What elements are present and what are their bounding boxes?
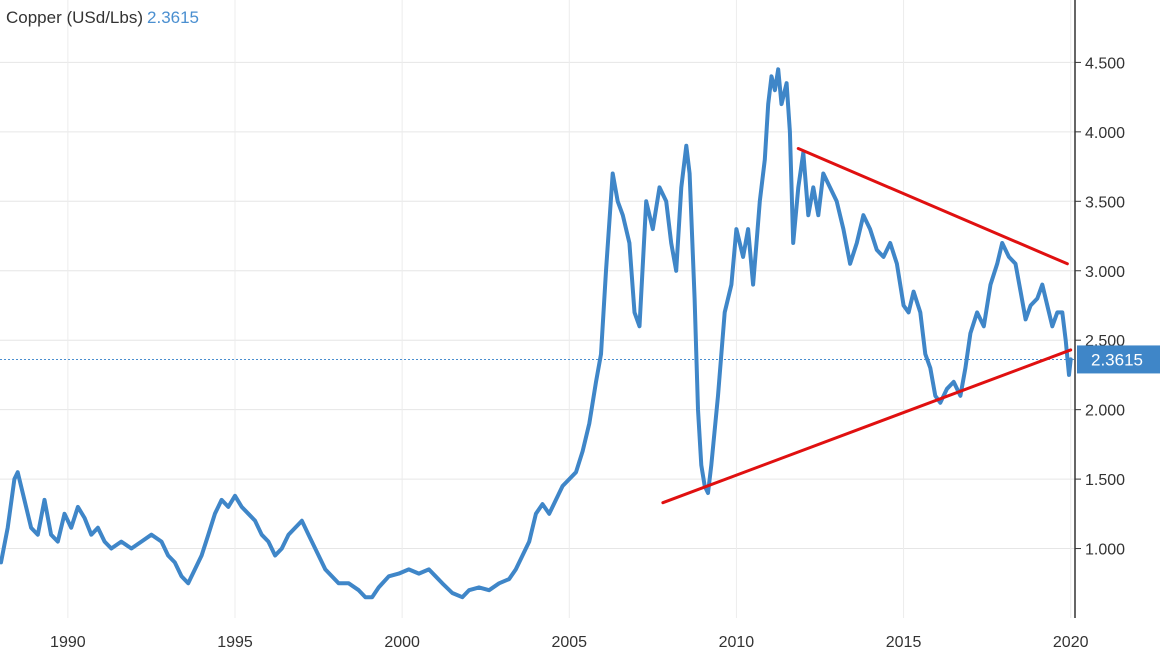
trendline [661, 348, 1073, 505]
x-grid-lines [67, 0, 1072, 618]
y-tick-label: 3.500 [1085, 194, 1125, 211]
y-tick-label: 4.500 [1085, 55, 1125, 72]
x-tick-label: 2020 [1053, 634, 1089, 651]
last-value-badge-background [1077, 345, 1160, 374]
y-tick-label: 1.000 [1085, 542, 1125, 559]
y-tick-label: 3.000 [1085, 264, 1125, 281]
chart-title: Copper (USd/Lbs) 2.3615 [6, 8, 199, 28]
y-tick-label: 4.000 [1085, 125, 1125, 142]
y-tick-label: 2.000 [1085, 403, 1125, 420]
x-tick-label: 1990 [50, 634, 86, 651]
y-tick-label: 1.500 [1085, 472, 1125, 489]
x-tick-label: 2010 [719, 634, 755, 651]
last-value-badge-text: 2.3615 [1091, 350, 1143, 369]
chart-last-value: 2.3615 [147, 8, 200, 27]
trendline [796, 147, 1069, 266]
x-tick-label: 1995 [217, 634, 253, 651]
chart-title-text: Copper (USd/Lbs) [6, 8, 144, 27]
x-axis-ticks: 1990 1995 2000 2005 2010 2015 2020 [50, 634, 1089, 651]
trendlines [661, 147, 1073, 505]
x-tick-label: 2000 [384, 634, 420, 651]
x-tick-label: 2005 [551, 634, 587, 651]
last-value-badge: 2.3615 [1077, 345, 1160, 374]
copper-price-series-line [0, 67, 1073, 600]
x-tick-label: 2015 [886, 634, 922, 651]
grid-lines [0, 61, 1075, 550]
